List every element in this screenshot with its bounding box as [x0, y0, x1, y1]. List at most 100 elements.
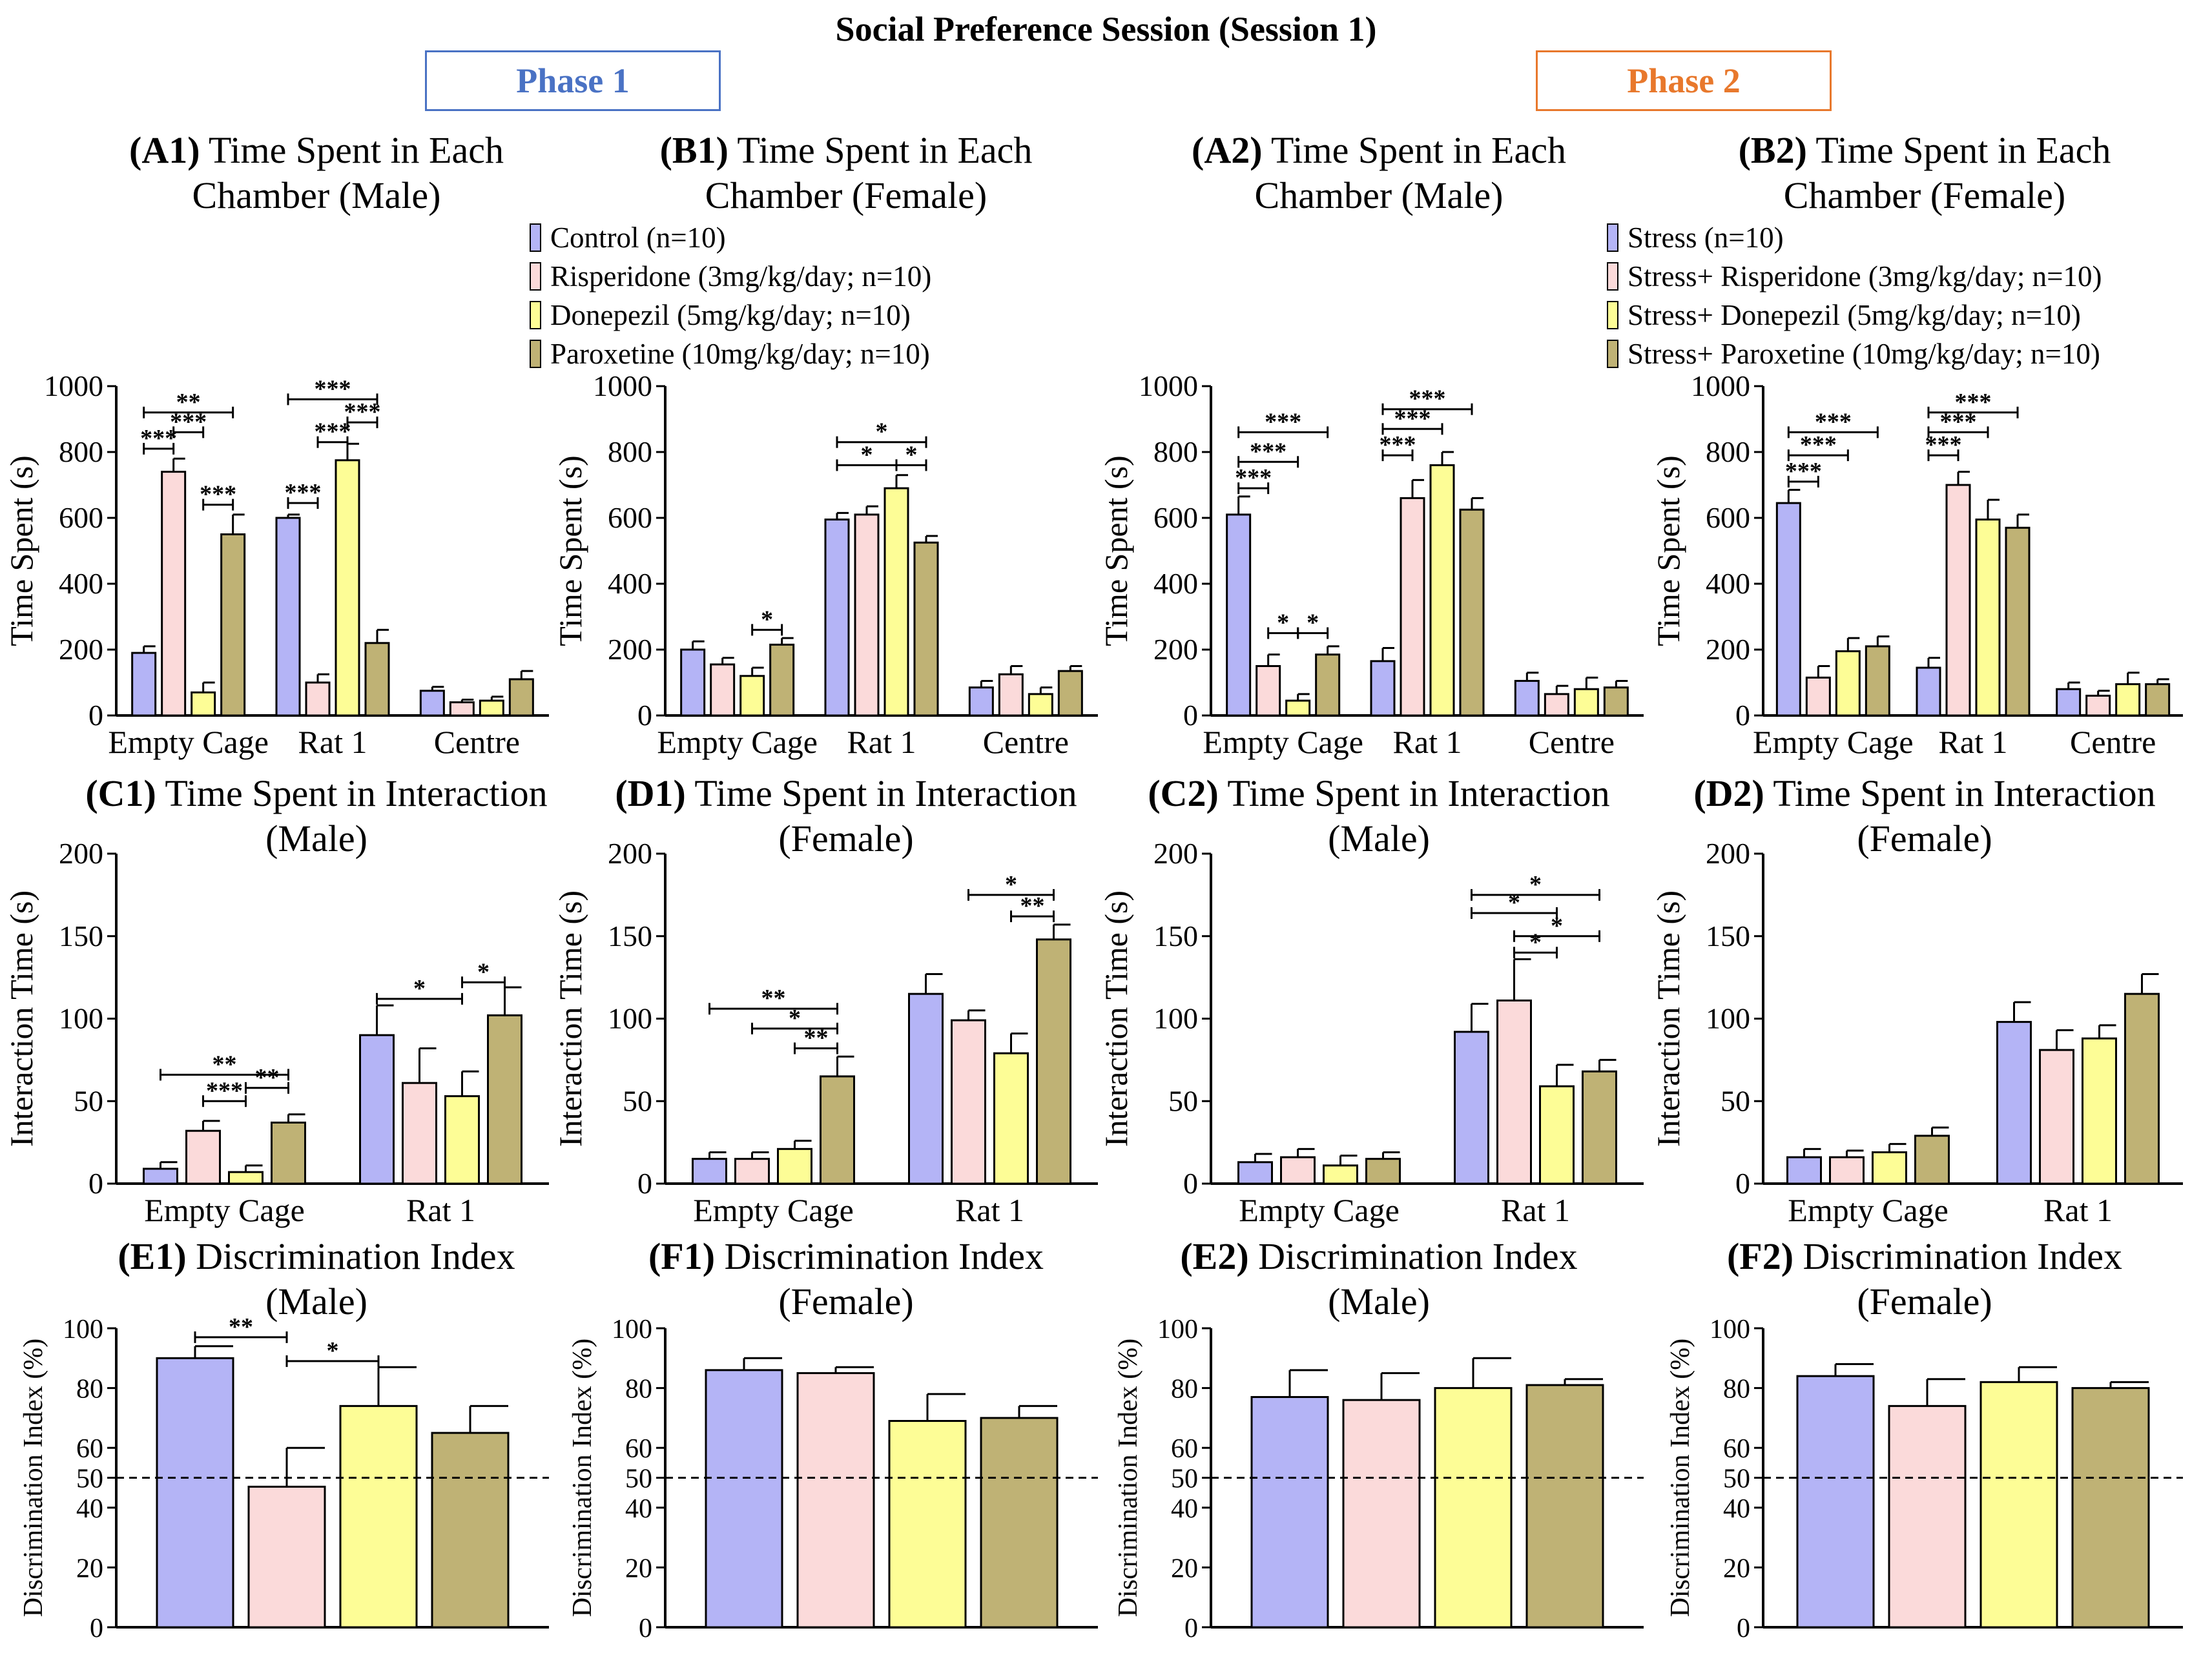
legend-label: Stress+ Risperidone (3mg/kg/day; n=10)	[1628, 260, 2102, 293]
chart-title: (B2) Time Spent in Each	[1739, 129, 2111, 171]
bar	[1539, 1085, 1575, 1185]
panel-label: (B2)	[1739, 129, 1807, 171]
x-tick-label: Empty Cage	[1203, 724, 1363, 760]
chart-f2: (F2) Discrimination Index(Female) 0 20 4050…	[1666, 1235, 2183, 1643]
y-axis-label: Time Spent (s)	[552, 455, 588, 646]
x-tick-label: Empty Cage	[1239, 1192, 1400, 1228]
x-tick-label: Centre	[1529, 724, 1615, 760]
significance-label: *	[413, 975, 426, 1002]
panel-label: (E1)	[118, 1235, 186, 1277]
y-tick-label: 0	[637, 699, 652, 732]
y-axis-label: Time Spent (s)	[1098, 455, 1134, 646]
significance-label: **	[761, 985, 786, 1012]
chart-d2: (D2) Time Spent in Interaction(Female) 0 5…	[1650, 772, 2183, 1228]
significance-label: *	[861, 441, 873, 468]
bar	[449, 701, 475, 717]
bar	[1237, 1161, 1273, 1185]
y-tick-label: 60	[1171, 1434, 1198, 1464]
chart-title-line-1: Discrimination Index	[1249, 1235, 1578, 1277]
chart-title-line-1: Discrimination Index	[715, 1235, 1044, 1277]
bar	[191, 691, 216, 717]
x-tick-label: Rat 1	[406, 1192, 475, 1228]
bar	[884, 487, 909, 717]
significance-label: ***	[1265, 408, 1301, 435]
chart-title-line-1: Discrimination Index	[1793, 1235, 2122, 1277]
bar	[680, 648, 706, 717]
y-axis-label: Time Spent (s)	[3, 455, 39, 646]
chart-title: (E2) Discrimination Index	[1180, 1235, 1577, 1277]
significance-label: ***	[140, 425, 177, 452]
legend-swatch-stress-risperidone	[1607, 262, 1618, 291]
panel-label: (D1)	[615, 772, 686, 814]
significance-label: *	[1005, 871, 1017, 898]
bar	[364, 642, 390, 717]
y-axis-label: Interaction Time (s)	[1098, 890, 1134, 1147]
bar	[705, 1369, 783, 1629]
chart-title-line-2: (Male)	[1328, 817, 1430, 859]
y-tick-label: 0	[88, 699, 103, 732]
bar	[359, 1034, 395, 1185]
panel-label: (F2)	[1727, 1235, 1793, 1277]
legend-label: Donepezil (5mg/kg/day; n=10)	[550, 299, 911, 331]
bar	[1865, 645, 1890, 717]
x-tick-label: Rat 1	[955, 1192, 1024, 1228]
significance-label: ***	[1380, 431, 1416, 458]
bar	[980, 1417, 1059, 1629]
y-tick-label: 80	[1171, 1375, 1198, 1404]
bar	[2124, 992, 2160, 1185]
x-tick-label: Rat 1	[1501, 1192, 1570, 1228]
significance-label: ***	[1800, 431, 1837, 458]
bar	[1914, 1135, 1950, 1185]
y-tick-label: 400	[1153, 567, 1198, 600]
chart-title: (D2) Time Spent in Interaction	[1693, 772, 2155, 814]
chart-title-line-2: Chamber (Female)	[705, 174, 987, 216]
y-axis-label: Interaction Time (s)	[1650, 890, 1686, 1147]
bar	[1400, 497, 1425, 717]
chart-title-line-2: (Female)	[1857, 1280, 1992, 1322]
legend-swatch-stress	[1607, 223, 1618, 252]
bar	[419, 690, 445, 717]
bar	[1323, 1164, 1358, 1185]
chart-title-line-2: Chamber (Male)	[1255, 174, 1504, 216]
significance-label: ***	[315, 418, 351, 446]
bar	[1028, 693, 1053, 717]
y-tick-label: 100	[1153, 1002, 1198, 1035]
bar	[1916, 666, 1941, 717]
bar	[220, 533, 246, 717]
chart-title-line-1: Time Spent in Interaction	[156, 772, 548, 814]
bar	[479, 699, 504, 717]
y-tick-label: 0	[639, 1614, 652, 1643]
y-tick-label: 150	[1153, 920, 1198, 952]
bar	[1285, 699, 1311, 717]
figure-title: Social Preference Session (Session 1)	[835, 10, 1377, 48]
significance-label: *	[1508, 889, 1520, 916]
bar	[692, 1158, 727, 1185]
bar	[968, 686, 994, 717]
legend-swatch-paroxetine	[530, 340, 541, 368]
bar	[1775, 502, 1801, 717]
x-tick-label: Centre	[2070, 724, 2156, 760]
bar	[1342, 1399, 1421, 1629]
y-tick-label: 400	[1706, 567, 1750, 600]
legend-phase-1: Control (n=10) Risperidone (3mg/kg/day; …	[530, 218, 931, 373]
panel-label: (C2)	[1148, 772, 1219, 814]
bar	[796, 1372, 875, 1629]
legend-label: Stress (n=10)	[1628, 221, 1784, 254]
y-tick-label: 20	[1723, 1554, 1750, 1583]
significance-label: *	[1529, 929, 1542, 956]
y-tick-label: 150	[1706, 920, 1750, 952]
significance-label: **	[255, 1064, 280, 1091]
bar	[1945, 484, 1971, 717]
bar	[1525, 1384, 1604, 1629]
significance-label: *	[1529, 871, 1542, 898]
legend-phase-2: Stress (n=10) Stress+ Risperidone (3mg/k…	[1607, 218, 2102, 373]
bar	[1370, 660, 1396, 717]
significance-label: ***	[285, 479, 322, 506]
y-tick-label: 100	[59, 1002, 103, 1035]
y-tick-label: 600	[59, 501, 103, 534]
significance-label: ***	[200, 481, 236, 508]
y-tick-label: 80	[625, 1375, 652, 1404]
significance-label: *	[876, 418, 888, 446]
